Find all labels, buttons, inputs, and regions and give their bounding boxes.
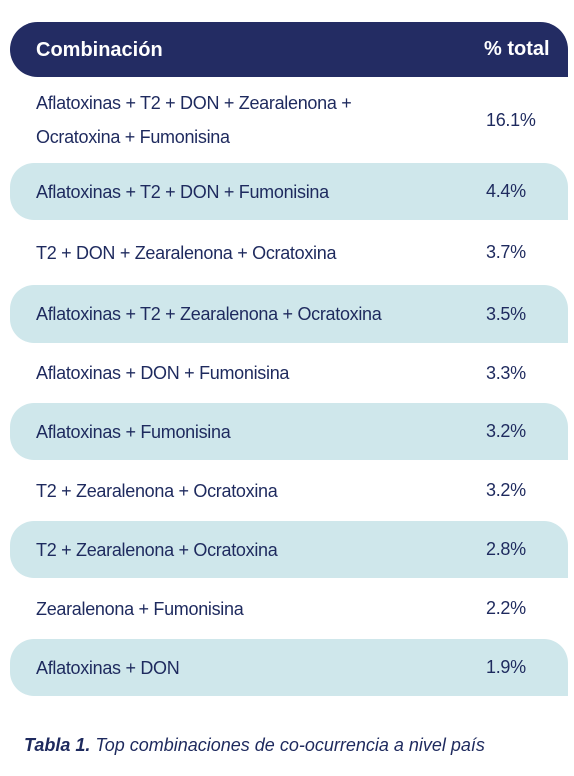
table-cell: 16.1% xyxy=(486,109,536,130)
table-cell: T2 + Zearalenona + Ocratoxina xyxy=(36,539,278,560)
table-cell: Aflatoxinas + T2 + DON + Fumonisina xyxy=(36,181,329,202)
table-cell: Aflatoxinas + DON + Fumonisina xyxy=(36,363,290,383)
table-cell: Aflatoxinas + DON xyxy=(36,657,180,678)
table-row: Aflatoxinas + T2 + DON + Fumonisina 4.4% xyxy=(10,163,568,220)
header-cell: Combinación xyxy=(36,38,163,61)
table-row: Aflatoxinas + Fumonisina 3.2% xyxy=(10,403,568,460)
table-cell: 3.5% xyxy=(486,303,526,324)
table-header: Combinación % total xyxy=(10,22,568,77)
table-cell: Zearalenona + Fumonisina xyxy=(36,598,244,619)
table-row: Aflatoxinas + DON + Fumonisina 3.3% xyxy=(10,343,568,403)
table-row: Aflatoxinas + DON 1.9% xyxy=(10,639,568,696)
table-cell: T2 + DON + Zearalenona + Ocratoxina xyxy=(36,242,337,263)
table-cell: 2.8% xyxy=(486,539,526,559)
table-cell: Aflatoxinas + T2 + Zearalenona + Ocratox… xyxy=(36,304,382,324)
table-cell: 2.2% xyxy=(486,598,526,618)
table-cell: 3.2% xyxy=(486,421,526,441)
table-cell: 3.7% xyxy=(486,242,526,262)
caption-text: Top combinaciones de co-ocurrencia a niv… xyxy=(95,735,485,755)
table-row: Aflatoxinas + T2 + Zearalenona + Ocratox… xyxy=(10,285,568,343)
table-row: Zearalenona + Fumonisina 2.2% xyxy=(10,578,568,639)
table-row: T2 + Zearalenona + Ocratoxina 2.8% xyxy=(10,521,568,578)
table-cell: Aflatoxinas + Fumonisina xyxy=(36,421,231,442)
table-cell: 3.2% xyxy=(486,480,526,500)
table-cell: T2 + Zearalenona + Ocratoxina xyxy=(36,480,278,501)
table-cell: Aflatoxinas + T2 + DON + Zearalenona + O… xyxy=(36,93,352,147)
caption: Tabla 1. Top combinaciones de co-ocurrenc… xyxy=(24,735,485,756)
table-cell: 3.3% xyxy=(486,362,526,383)
table: Combinación % total Aflatoxinas + T2 + D… xyxy=(10,22,568,696)
table-row: T2 + DON + Zearalenona + Ocratoxina 3.7% xyxy=(10,220,568,285)
table-row: T2 + Zearalenona + Ocratoxina 3.2% xyxy=(10,460,568,521)
table-cell: 1.9% xyxy=(486,657,526,677)
table-cell: 4.4% xyxy=(486,181,526,201)
header-cell: % total xyxy=(484,38,550,60)
caption-label: Tabla 1. xyxy=(24,735,91,755)
table-row: Aflatoxinas + T2 + DON + Zearalenona + O… xyxy=(10,77,568,163)
